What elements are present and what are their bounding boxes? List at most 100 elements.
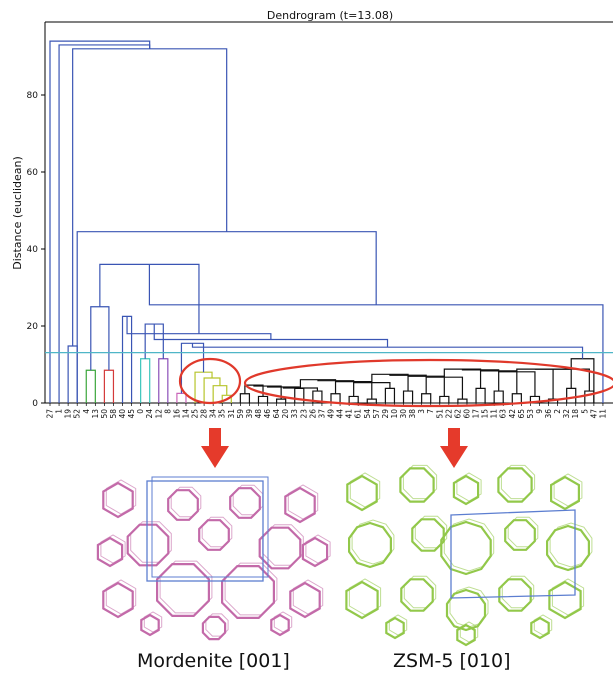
cluster-link-black xyxy=(457,398,468,403)
mordenite-ring xyxy=(198,519,230,551)
leaf-label: 12 xyxy=(154,409,163,419)
zsm5-ring xyxy=(553,473,583,507)
leaf-label: 16 xyxy=(172,409,181,419)
mordenite-ring xyxy=(105,579,137,615)
zsm5-ring xyxy=(548,580,582,620)
mordenite-ring xyxy=(102,481,134,519)
zsm5-ring xyxy=(449,586,489,628)
cluster-link-black xyxy=(402,390,414,403)
mordenite-structure-image xyxy=(96,476,331,641)
mordenite-ring xyxy=(140,613,160,637)
zsm5-ring xyxy=(443,518,495,572)
mordenite-ring xyxy=(126,523,170,567)
leaf-label: 26 xyxy=(308,409,317,419)
cluster-link-olive xyxy=(203,377,221,403)
leaf-label: 58 xyxy=(109,409,118,419)
zsm5-ring xyxy=(501,575,535,609)
leaf-label: 2 xyxy=(553,409,562,414)
cluster-link-teal xyxy=(140,358,151,403)
leaf-label: 13 xyxy=(91,409,100,419)
leaf-label: 0 xyxy=(136,409,145,414)
leaf-label: 10 xyxy=(390,409,399,419)
zsm5-ring xyxy=(533,614,553,636)
zsm5-ring xyxy=(349,472,381,508)
mordenite-arrow xyxy=(201,428,229,468)
cluster-link-black xyxy=(348,395,359,403)
cluster-link-black xyxy=(553,368,590,392)
leaf-label: 20 xyxy=(281,409,290,419)
mordenite-cluster-ellipse xyxy=(178,357,242,405)
leaf-label: 40 xyxy=(118,409,127,419)
zsm5-ring xyxy=(400,578,434,612)
leaf-label: 32 xyxy=(562,409,571,419)
leaf-label: 7 xyxy=(426,409,435,414)
cluster-link-purple xyxy=(158,358,169,403)
mordenite-ring xyxy=(224,562,278,616)
leaf-label: 1 xyxy=(55,409,64,414)
leaf-label: 36 xyxy=(544,409,553,419)
leaf-label: 17 xyxy=(472,409,481,419)
cluster-link-black xyxy=(384,387,396,403)
mordenite-ring xyxy=(287,484,319,520)
zsm5-ring xyxy=(348,578,382,616)
cluster-link-black xyxy=(511,393,522,403)
mordenite-ring xyxy=(201,615,227,641)
dendrogram-link xyxy=(58,44,151,403)
leaf-label: 19 xyxy=(64,409,73,419)
dendrogram-links xyxy=(45,40,613,403)
cluster-link-black xyxy=(439,395,450,403)
leaf-label: 41 xyxy=(345,409,354,419)
y-tick-label: 0 xyxy=(32,399,38,409)
leaf-label: 30 xyxy=(399,409,408,419)
cluster-link-black xyxy=(299,379,337,394)
dendrogram-link xyxy=(49,40,151,403)
zsm5-ring xyxy=(549,475,581,511)
leaf-label: 3 xyxy=(417,409,426,414)
mordenite-ring xyxy=(130,521,172,563)
mordenite-ring xyxy=(284,486,316,524)
cluster-link-black xyxy=(366,398,377,403)
zsm5-ring xyxy=(348,521,392,569)
leaf-label: 9 xyxy=(535,409,544,414)
zsm5-ring xyxy=(351,519,395,565)
zsm5-ring xyxy=(452,474,480,506)
leaf-label: 65 xyxy=(517,409,526,419)
leaf-label: 11 xyxy=(598,409,607,419)
cluster-link-black xyxy=(257,395,269,403)
leaf-label: 22 xyxy=(444,409,453,419)
zsm5-ring xyxy=(402,464,438,500)
mordenite-unit-cell xyxy=(146,480,264,582)
cluster-link-red xyxy=(103,369,115,403)
mordenite-ring xyxy=(262,524,304,566)
cluster-link-black xyxy=(276,398,287,403)
mordenite-ring xyxy=(292,579,324,615)
cluster-link-black xyxy=(566,387,577,403)
y-tick-label: 20 xyxy=(27,322,39,332)
leaf-label: 25 xyxy=(191,409,200,419)
leaf-label: 37 xyxy=(317,409,326,419)
mordenite-ring xyxy=(270,613,290,637)
zsm5-ring xyxy=(504,519,536,551)
leaf-label: 48 xyxy=(254,409,263,419)
leaf-label: 4 xyxy=(82,409,91,414)
leaf-label: 24 xyxy=(145,409,154,419)
leaf-label: 39 xyxy=(245,409,254,419)
cluster-link-black xyxy=(294,387,305,403)
mordenite-caption: Mordenite [001] xyxy=(137,650,290,672)
x-axis-leaf-labels: 27 1 19 52 4 13 50 58 40 45 0 24 12 8 16 14 25 28 34 35 31 59… xyxy=(46,403,607,419)
zsm5-structure-image xyxy=(345,464,593,647)
leaf-label: 49 xyxy=(327,409,336,419)
zsm5-cluster-ellipse xyxy=(243,358,613,408)
leaf-label: 5 xyxy=(580,409,589,414)
cluster-link-pink xyxy=(176,392,187,403)
cluster-annotations xyxy=(178,357,613,468)
zsm5-ring xyxy=(549,522,593,568)
mordenite-unit-cell-back xyxy=(151,476,269,578)
leaf-label: 62 xyxy=(453,409,462,419)
leaf-label: 18 xyxy=(571,409,580,419)
cluster-link-black xyxy=(239,393,251,403)
mordenite-ring xyxy=(301,536,329,568)
zsm5-ring xyxy=(507,516,539,548)
cluster-link-green xyxy=(85,369,96,403)
